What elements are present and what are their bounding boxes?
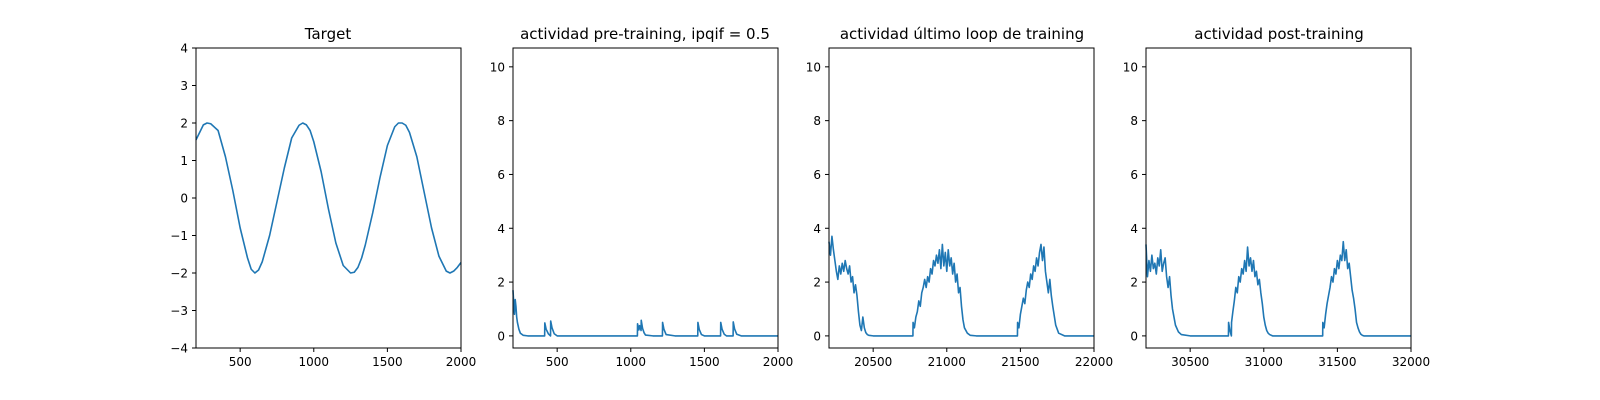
series-line-0 xyxy=(1145,240,1411,337)
x-tick-label: 31000 xyxy=(1245,355,1283,369)
x-tick-label: 21000 xyxy=(928,355,966,369)
subplot-title: actividad post-training xyxy=(1194,25,1363,43)
y-tick-label: 6 xyxy=(813,168,821,182)
subplot-post-training: actividad post-training 30500 31000 31500 3… xyxy=(1123,25,1430,369)
subplot-title: Target xyxy=(304,25,352,43)
x-tick-label: 1000 xyxy=(299,355,330,369)
x-tick-label: 1000 xyxy=(616,355,647,369)
y-tick-label: 2 xyxy=(180,117,188,131)
ticks-layer: 20500 21000 21500 22000 0 2 4 6 8 10 xyxy=(806,60,1113,369)
series-line-0 xyxy=(512,290,778,337)
y-tick-label: 10 xyxy=(490,60,505,74)
series-line-0 xyxy=(195,122,462,274)
x-tick-label: 2000 xyxy=(763,355,794,369)
x-tick-label: 21500 xyxy=(1001,355,1039,369)
y-tick-label: −1 xyxy=(170,229,188,243)
x-tick-label: 30500 xyxy=(1171,355,1209,369)
x-tick-label: 32000 xyxy=(1392,355,1430,369)
subplot-pre-training: actividad pre-training, ipqif = 0.5 500 1… xyxy=(490,25,794,369)
axes-frame xyxy=(195,47,462,349)
y-tick-label: 0 xyxy=(180,192,188,206)
y-tick-label: 8 xyxy=(497,114,505,128)
series-layer xyxy=(1145,240,1411,337)
ticks-layer: 500 1000 1500 2000 0 2 4 6 8 10 xyxy=(490,60,794,369)
x-tick-label: 1500 xyxy=(689,355,720,369)
y-tick-label: −2 xyxy=(170,267,188,281)
y-tick-label: 8 xyxy=(813,114,821,128)
axes-frame xyxy=(1145,47,1412,349)
y-tick-label: −3 xyxy=(170,304,188,318)
y-tick-label: 0 xyxy=(1130,329,1138,343)
y-tick-label: 4 xyxy=(1130,222,1138,236)
y-tick-label: 6 xyxy=(497,168,505,182)
subplot-last-training-loop: actividad último loop de training 20500 2… xyxy=(806,25,1113,369)
series-layer xyxy=(195,122,462,274)
x-tick-label: 31500 xyxy=(1318,355,1356,369)
ticks-layer: 500 1000 1500 2000 −4 −3 −2 −1 0 1 2 3 4 xyxy=(170,42,476,370)
ticks-layer: 30500 31000 31500 32000 0 2 4 6 8 10 xyxy=(1123,60,1430,369)
x-tick-label: 500 xyxy=(229,355,252,369)
series-layer xyxy=(512,290,778,337)
subplot-title: actividad pre-training, ipqif = 0.5 xyxy=(520,25,770,43)
series-layer xyxy=(828,235,1094,337)
y-tick-label: 2 xyxy=(497,276,505,290)
y-tick-label: −4 xyxy=(170,342,188,356)
x-tick-label: 22000 xyxy=(1075,355,1113,369)
y-tick-label: 2 xyxy=(813,276,821,290)
x-tick-label: 2000 xyxy=(446,355,477,369)
y-tick-label: 0 xyxy=(497,329,505,343)
y-tick-label: 8 xyxy=(1130,114,1138,128)
y-tick-label: 10 xyxy=(806,60,821,74)
y-tick-label: 0 xyxy=(813,329,821,343)
series-line-0 xyxy=(828,235,1094,337)
subplot-title: actividad último loop de training xyxy=(840,25,1084,43)
y-tick-label: 6 xyxy=(1130,168,1138,182)
y-tick-label: 2 xyxy=(1130,276,1138,290)
subplot-target: Target 500 1000 1500 2000 −4 −3 −2 −1 0 1 2 3 4 xyxy=(170,25,476,369)
y-tick-label: 4 xyxy=(180,42,188,56)
y-tick-label: 10 xyxy=(1123,60,1138,74)
x-tick-label: 1500 xyxy=(372,355,403,369)
y-tick-label: 3 xyxy=(180,79,188,93)
axes-frame xyxy=(828,47,1095,349)
x-tick-label: 500 xyxy=(546,355,569,369)
y-tick-label: 4 xyxy=(497,222,505,236)
x-tick-label: 20500 xyxy=(854,355,892,369)
y-tick-label: 4 xyxy=(813,222,821,236)
axes-frame xyxy=(512,47,779,349)
y-tick-label: 1 xyxy=(180,154,188,168)
